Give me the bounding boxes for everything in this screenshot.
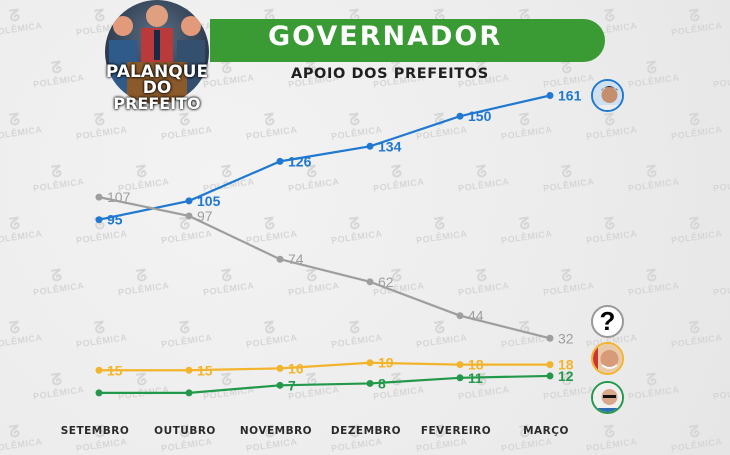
blue-candidate-avatar <box>591 79 624 112</box>
blue-data-point <box>95 216 103 224</box>
blue-series-line <box>98 94 551 221</box>
blue-value-label: 150 <box>468 108 492 124</box>
blue-data-point <box>185 197 193 205</box>
x-axis-label: OUTUBRO <box>154 425 216 437</box>
yellow-data-point <box>366 359 374 367</box>
x-axis-label: FEVEREIRO <box>420 425 492 437</box>
gray-data-point <box>366 278 374 286</box>
blue-data-point <box>366 142 374 150</box>
green-value-label: 7 <box>288 377 296 393</box>
yellow-value-label: 16 <box>288 360 304 376</box>
logo-line-1: PALANQUE <box>105 62 209 82</box>
blue-value-label: 126 <box>288 153 312 169</box>
gray-series-line <box>98 196 551 340</box>
x-axis-label: MARÇO <box>523 425 569 437</box>
undecided-question-avatar: ? <box>591 305 624 338</box>
x-axis-label: NOVEMBRO <box>239 425 313 437</box>
yellow-data-point <box>95 366 103 374</box>
yellow-data-point <box>185 366 193 374</box>
green-data-point <box>546 372 554 380</box>
x-axis-label: DEZEMBRO <box>330 425 402 437</box>
green-value-label: 12 <box>558 368 574 384</box>
yellow-candidate-avatar <box>591 342 624 375</box>
green-value-label: 11 <box>468 370 483 386</box>
gray-data-point <box>276 255 284 263</box>
green-data-point <box>276 381 284 389</box>
chart-subtitle: APOIO DOS PREFEITOS <box>291 66 489 82</box>
x-axis-label: SETEMBRO <box>60 425 130 437</box>
gray-data-point <box>456 312 464 320</box>
gray-data-point <box>185 212 193 220</box>
yellow-data-point <box>456 361 464 369</box>
yellow-value-label: 18 <box>558 357 574 373</box>
gray-value-label: 32 <box>558 330 574 346</box>
blue-data-point <box>276 157 284 165</box>
logo-line-3: PREFEITO <box>113 94 201 113</box>
yellow-data-point <box>546 361 554 369</box>
blue-data-point <box>546 91 554 99</box>
blue-value-label: 161 <box>558 87 582 103</box>
gray-value-label: 44 <box>468 308 484 324</box>
palanque-do-prefeito-logo: PALANQUE DO PREFEITO <box>103 0 211 113</box>
gray-value-label: 107 <box>107 189 131 205</box>
green-data-point <box>366 379 374 387</box>
gray-value-label: 74 <box>288 251 304 267</box>
gray-value-label: 97 <box>197 208 213 224</box>
chart-title: GOVERNADOR <box>268 21 503 52</box>
green-candidate-avatar <box>591 381 624 414</box>
yellow-series-line <box>99 361 550 372</box>
gray-data-point <box>546 334 554 342</box>
gray-data-point <box>95 193 103 201</box>
blue-value-label: 95 <box>107 212 123 228</box>
gray-value-label: 62 <box>378 274 394 290</box>
green-value-label: 8 <box>378 375 386 391</box>
yellow-data-point <box>276 364 284 372</box>
green-data-point <box>456 374 464 382</box>
blue-value-label: 105 <box>197 193 221 209</box>
green-data-point <box>185 389 193 397</box>
green-data-point <box>95 389 103 397</box>
question-mark-icon: ? <box>599 306 616 336</box>
blue-value-label: 134 <box>378 138 402 154</box>
yellow-value-label: 18 <box>468 357 484 373</box>
yellow-value-label: 15 <box>197 362 213 378</box>
logo-line-2: DO <box>142 78 172 98</box>
yellow-value-label: 15 <box>107 362 123 378</box>
blue-data-point <box>456 112 464 120</box>
yellow-value-label: 19 <box>378 355 394 371</box>
green-series-line <box>99 374 551 394</box>
title-banner <box>210 19 605 62</box>
